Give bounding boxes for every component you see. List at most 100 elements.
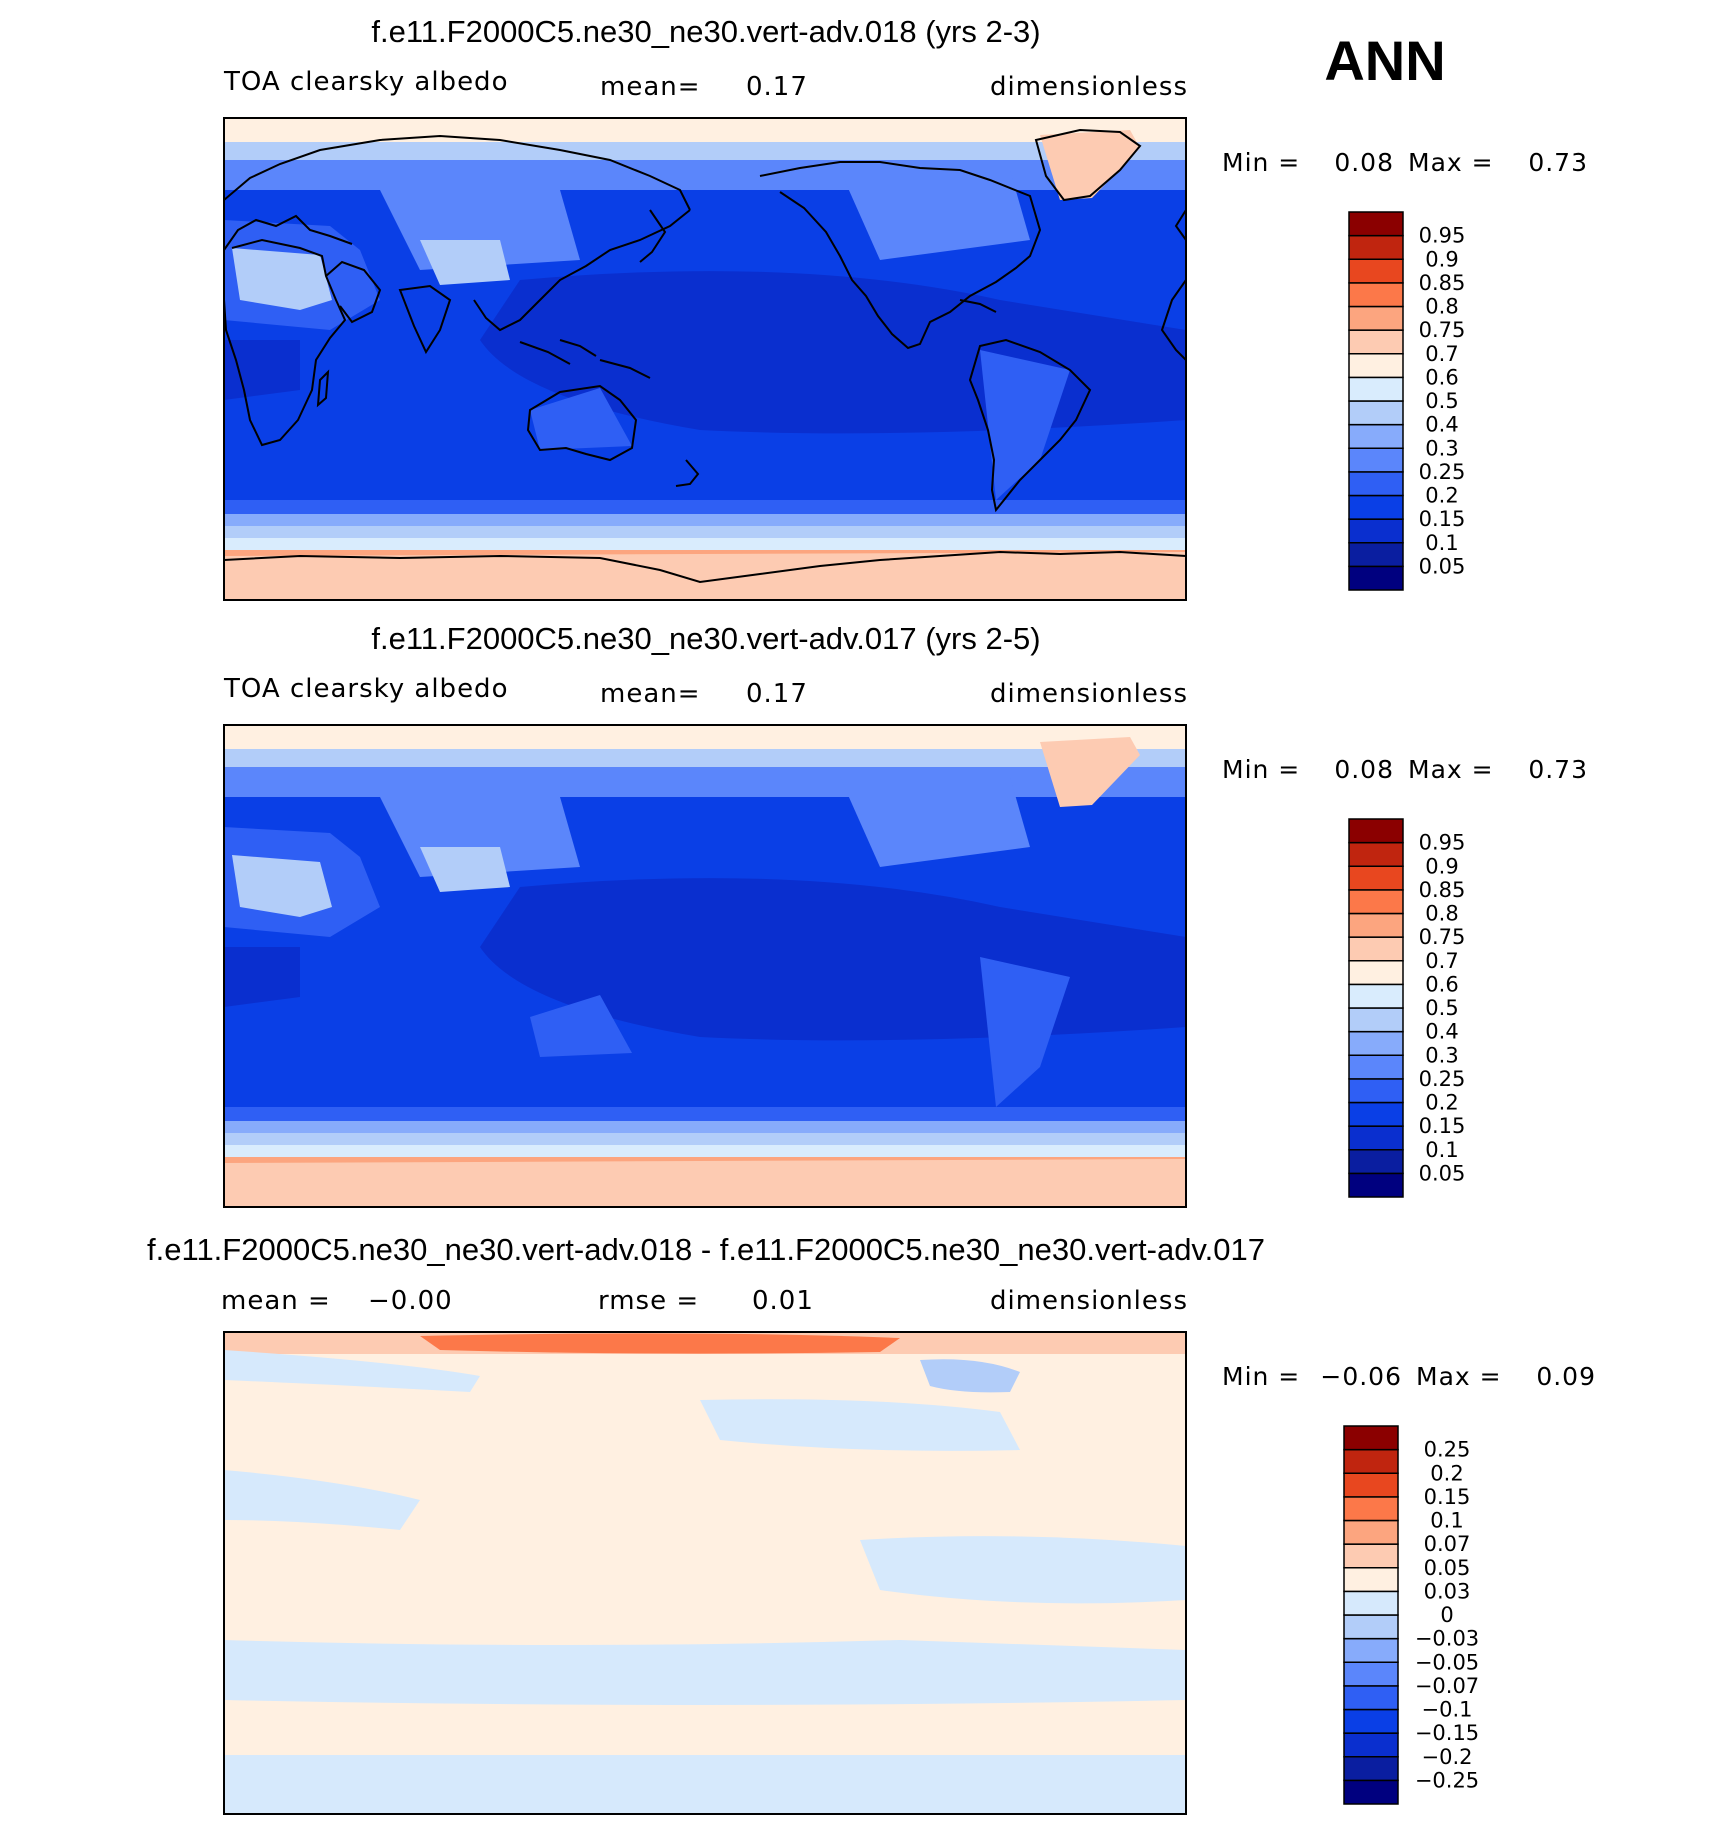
- contour-region: [840, 170, 1030, 260]
- colorbar-swatch: [1348, 912, 1404, 938]
- panel-title: f.e11.F2000C5.ne30_ne30.vert-adv.018 (yr…: [371, 14, 1040, 49]
- colorbar-swatch: [1348, 305, 1404, 331]
- contour-region: [530, 995, 632, 1057]
- colorbar-swatch: [1348, 1101, 1404, 1127]
- contour-band: [224, 142, 1186, 160]
- colorbar-swatch: [1348, 282, 1404, 308]
- max-value: 0.73: [1528, 148, 1588, 177]
- colorbar-tick-label: 0.6: [1425, 972, 1458, 996]
- colorbar-tick-label: 0.75: [1419, 925, 1466, 949]
- colorbar-swatch: [1348, 234, 1404, 260]
- contour-region: [232, 855, 332, 917]
- min-label: Min =: [1222, 755, 1300, 784]
- max-label: Max =: [1408, 148, 1494, 177]
- map-field: [224, 725, 1186, 1207]
- colorbar-swatch: [1348, 1078, 1404, 1104]
- contour-region: [1040, 737, 1140, 807]
- max-value: 0.09: [1536, 1362, 1596, 1391]
- units-label: dimensionless: [990, 1286, 1188, 1316]
- colorbar-tick-label: −0.15: [1415, 1721, 1479, 1745]
- map-field: [224, 118, 1186, 600]
- colorbar-swatch: [1343, 1732, 1399, 1758]
- colorbar-swatch: [1348, 889, 1404, 915]
- colorbar-swatch: [1348, 376, 1404, 402]
- colorbar-swatch: [1348, 983, 1404, 1009]
- colorbar-tick-label: 0.1: [1430, 1509, 1463, 1533]
- contour-band: [224, 725, 1186, 749]
- contour-region: [224, 1350, 480, 1392]
- mean-value: 0.17: [746, 679, 808, 709]
- colorbar-tick-label: 0.25: [1419, 1067, 1466, 1091]
- contour-region: [980, 957, 1070, 1107]
- contour-region: [232, 248, 332, 310]
- colorbar-tick-label: 0.8: [1425, 295, 1458, 319]
- mean-value: 0.17: [746, 72, 808, 102]
- contour-band: [224, 767, 1186, 797]
- contour-band: [224, 190, 1186, 230]
- colorbar-swatch: [1348, 494, 1404, 520]
- colorbar-tick-label: 0.1: [1425, 1138, 1458, 1162]
- min-value: 0.08: [1334, 755, 1394, 784]
- colorbar-swatch: [1348, 1149, 1404, 1175]
- colorbar-tick-label: 0.4: [1425, 1020, 1458, 1044]
- colorbar-tick-label: 0.25: [1419, 460, 1466, 484]
- panel-1: f.e11.F2000C5.ne30_ne30.vert-adv.018 (yr…: [223, 14, 1588, 601]
- colorbar-swatch: [1348, 960, 1404, 986]
- contour-band: [224, 526, 1186, 538]
- colorbar-tick-label: −0.03: [1415, 1627, 1479, 1651]
- contour-region: [224, 947, 300, 1007]
- colorbar-swatch: [1348, 400, 1404, 426]
- colorbar-swatch: [1348, 518, 1404, 544]
- colorbar-tick-label: 0.4: [1425, 413, 1458, 437]
- colorbar-swatch: [1343, 1543, 1399, 1569]
- min-label: Min =: [1222, 1362, 1300, 1391]
- colorbar: 0.250.20.150.10.070.050.030−0.03−0.05−0.…: [1343, 1425, 1479, 1805]
- colorbar-swatch: [1348, 423, 1404, 449]
- colorbar-swatch: [1343, 1685, 1399, 1711]
- rmse-value: 0.01: [752, 1286, 814, 1316]
- colorbar-swatch: [1348, 471, 1404, 497]
- mean-label: mean=: [600, 72, 701, 102]
- colorbar-tick-label: 0.15: [1419, 507, 1466, 531]
- max-label: Max =: [1408, 755, 1494, 784]
- colorbar-tick-label: −0.25: [1415, 1768, 1479, 1792]
- colorbar-swatch: [1348, 1030, 1404, 1056]
- min-value: 0.08: [1334, 148, 1394, 177]
- colorbar-tick-label: 0.25: [1424, 1438, 1471, 1462]
- colorbar-tick-label: 0.3: [1425, 436, 1458, 460]
- contour-region: [840, 777, 1030, 867]
- contour-region: [224, 1470, 420, 1530]
- colorbar-tick-label: 0.95: [1419, 224, 1466, 248]
- colorbar-tick-label: 0.5: [1425, 389, 1458, 413]
- colorbar-swatch: [1343, 1496, 1399, 1522]
- colorbar-swatch: [1348, 329, 1404, 355]
- colorbar-swatch: [1348, 258, 1404, 284]
- colorbar-swatch: [1348, 565, 1404, 591]
- colorbar-tick-label: 0.95: [1419, 831, 1466, 855]
- contour-band: [224, 1133, 1186, 1145]
- colorbar-tick-label: 0.2: [1425, 484, 1458, 508]
- colorbar-tick-label: 0.5: [1425, 996, 1458, 1020]
- units-label: dimensionless: [990, 72, 1188, 102]
- colorbar-tick-label: 0.85: [1419, 271, 1466, 295]
- season-label: ANN: [1324, 29, 1445, 92]
- colorbar-tick-label: 0.75: [1419, 318, 1466, 342]
- colorbar-tick-label: 0.7: [1425, 342, 1458, 366]
- rmse-label: rmse =: [598, 1286, 699, 1316]
- contour-region: [860, 1536, 1186, 1604]
- contour-band: [224, 160, 1186, 190]
- panel-title: f.e11.F2000C5.ne30_ne30.vert-adv.018 - f…: [147, 1232, 1265, 1267]
- colorbar-swatch: [1348, 865, 1404, 891]
- variable-label: TOA clearsky albedo: [223, 67, 508, 97]
- colorbar-swatch: [1348, 211, 1404, 237]
- colorbar-swatch: [1343, 1519, 1399, 1545]
- contour-region: [1040, 130, 1140, 200]
- contour-band: [224, 749, 1186, 767]
- contour-band: [224, 1107, 1186, 1121]
- contour-region: [980, 350, 1070, 500]
- map-frame: [223, 1331, 1187, 1815]
- mean-value: −0.00: [368, 1286, 453, 1316]
- colorbar-swatch: [1348, 818, 1404, 844]
- colorbar-swatch: [1343, 1779, 1399, 1805]
